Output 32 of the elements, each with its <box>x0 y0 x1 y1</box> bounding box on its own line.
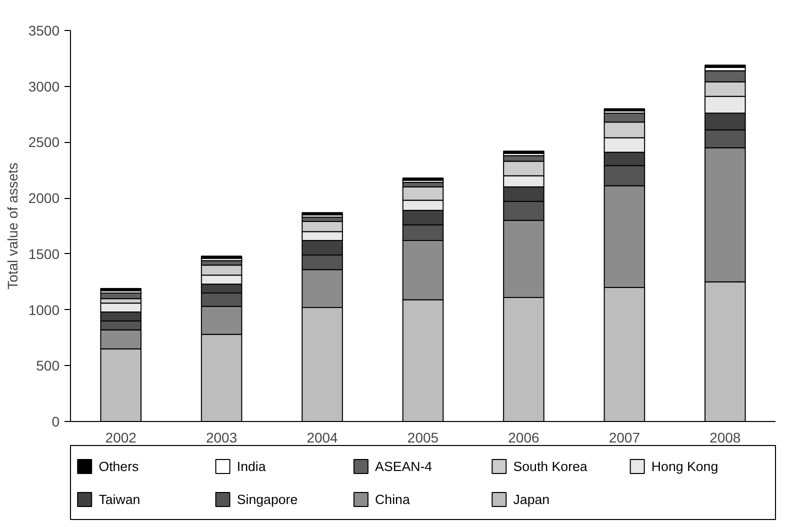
bar <box>100 288 142 292</box>
x-tick-label: 2007 <box>608 430 640 446</box>
y-axis-title: Total value of assets <box>4 162 20 290</box>
legend-label: China <box>375 492 410 507</box>
y-tick-label: 1500 <box>28 246 60 262</box>
legend-label: Japan <box>513 492 550 507</box>
legend-label: Others <box>98 459 140 474</box>
y-tick-label: 2000 <box>28 190 60 206</box>
y-tick-label: 1000 <box>28 302 60 318</box>
legend-label: India <box>236 459 266 474</box>
legend-label: Hong Kong <box>651 459 718 474</box>
bar <box>200 256 242 259</box>
legend-label: ASEAN-4 <box>375 459 433 474</box>
legend-label: Taiwan <box>98 492 140 507</box>
x-tick-label: 2002 <box>105 430 137 446</box>
y-tick-label: 500 <box>36 358 60 374</box>
y-tick-label: 3000 <box>28 78 60 94</box>
bar <box>704 64 746 68</box>
x-tick-label: 2006 <box>508 430 540 446</box>
x-tick-label: 2008 <box>710 430 741 446</box>
legend-label: Singapore <box>236 492 298 507</box>
x-tick-label: 2004 <box>306 430 338 446</box>
bar <box>604 108 646 112</box>
legend-label: South Korea <box>513 459 588 474</box>
bar <box>402 177 444 181</box>
bar <box>503 150 544 154</box>
bar <box>302 212 343 216</box>
x-tick-label: 2003 <box>206 430 238 446</box>
y-tick-label: 2500 <box>28 134 60 150</box>
y-tick-label: 3500 <box>28 22 60 38</box>
y-tick-label: 0 <box>52 414 60 430</box>
x-tick-label: 2005 <box>407 430 439 446</box>
